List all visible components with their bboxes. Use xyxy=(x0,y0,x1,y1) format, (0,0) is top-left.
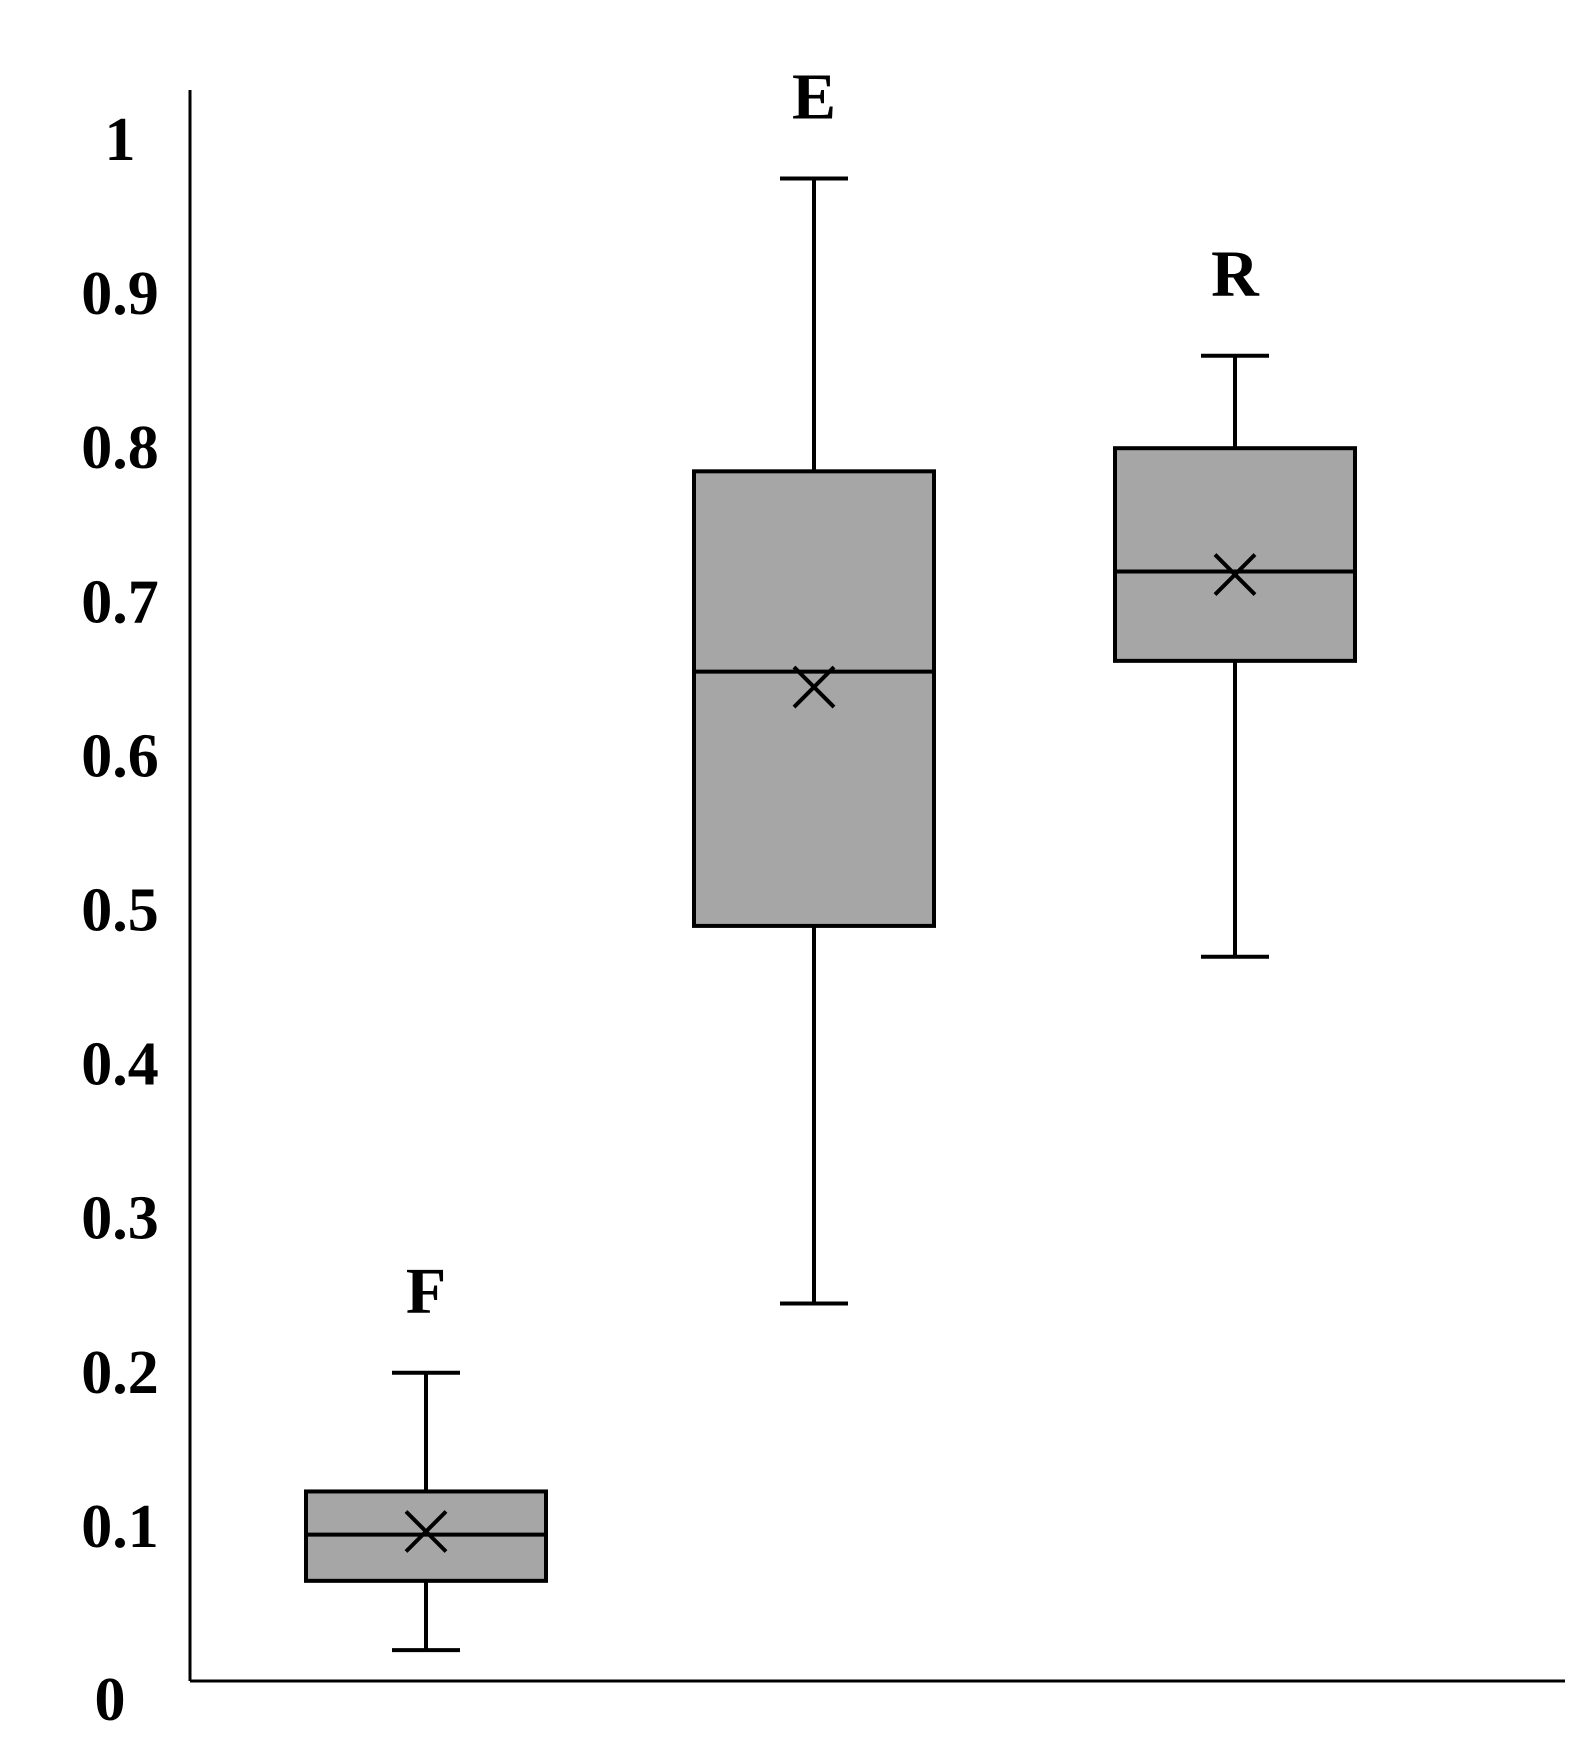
y-tick-label: 0.7 xyxy=(81,568,159,636)
mean-marker xyxy=(1213,553,1257,596)
box-label: F xyxy=(406,1255,446,1328)
mean-marker xyxy=(404,1510,448,1553)
y-tick-label: 0.6 xyxy=(81,722,159,790)
iqr-box xyxy=(692,469,936,928)
boxes-layer: F E R xyxy=(304,61,1357,1653)
iqr-box xyxy=(1113,446,1357,663)
y-tick-label: 0.9 xyxy=(81,260,159,328)
box-label: E xyxy=(792,61,836,134)
y-tick-label: 0.2 xyxy=(81,1339,159,1407)
axes-layer xyxy=(188,90,1565,1683)
y-tick-label: 0.8 xyxy=(81,414,159,482)
y-tick-label: 1 xyxy=(105,106,136,174)
box-e: E xyxy=(692,61,936,1306)
y-tick-label: 0.4 xyxy=(81,1031,159,1099)
y-tick-labels: 0 0.1 0.2 0.3 0.4 0.5 0.6 0.7 0.8 0.9 1 xyxy=(81,106,159,1734)
box-label: R xyxy=(1211,238,1260,311)
box-f: F xyxy=(304,1255,548,1653)
y-tick-label: 0 xyxy=(95,1666,126,1734)
box-r: R xyxy=(1113,238,1357,959)
y-tick-label: 0.5 xyxy=(81,877,159,945)
y-tick-label: 0.3 xyxy=(81,1185,159,1253)
y-tick-label: 0.1 xyxy=(81,1493,159,1561)
mean-marker xyxy=(792,665,836,709)
